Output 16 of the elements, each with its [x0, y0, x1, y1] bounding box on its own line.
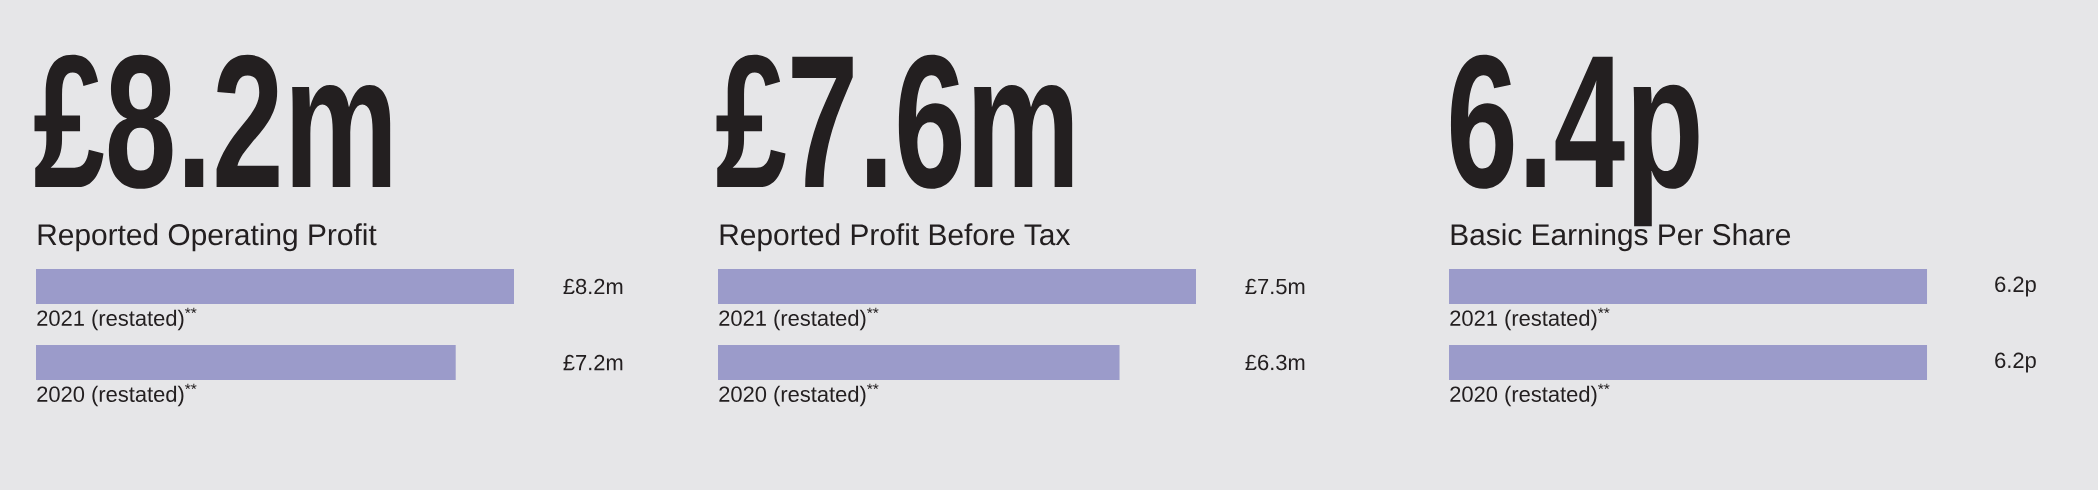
- data-label: 6.2p: [1995, 352, 2036, 373]
- y-tick-label: 2020 (restated)$^{**}$: [719, 383, 879, 407]
- y-tick-label: 2021 (restated)$^{**}$: [37, 307, 197, 331]
- y-tick-label: 2020 (restated)$^{**}$: [37, 383, 197, 407]
- data-label: 6.2p: [1995, 276, 2036, 297]
- y-tick-label: 2021 (restated)$^{**}$: [719, 307, 879, 331]
- data-label: £8.2m: [563, 278, 623, 295]
- y-tick-label: 2021 (restated)$^{**}$: [1450, 307, 1610, 331]
- y-tick-label: 2020 (restated)$^{**}$: [1450, 383, 1610, 407]
- chart-subtitle: Reported Profit Before Tax: [720, 223, 1071, 252]
- data-label: £7.5m: [1245, 278, 1305, 295]
- chart-subtitle: Reported Operating Profit: [38, 223, 377, 252]
- chart-title: £7.6m: [716, 54, 1073, 189]
- data-label: £6.3m: [1245, 354, 1305, 371]
- chart-title: £8.2m: [34, 54, 391, 189]
- data-label: £7.2m: [563, 354, 623, 371]
